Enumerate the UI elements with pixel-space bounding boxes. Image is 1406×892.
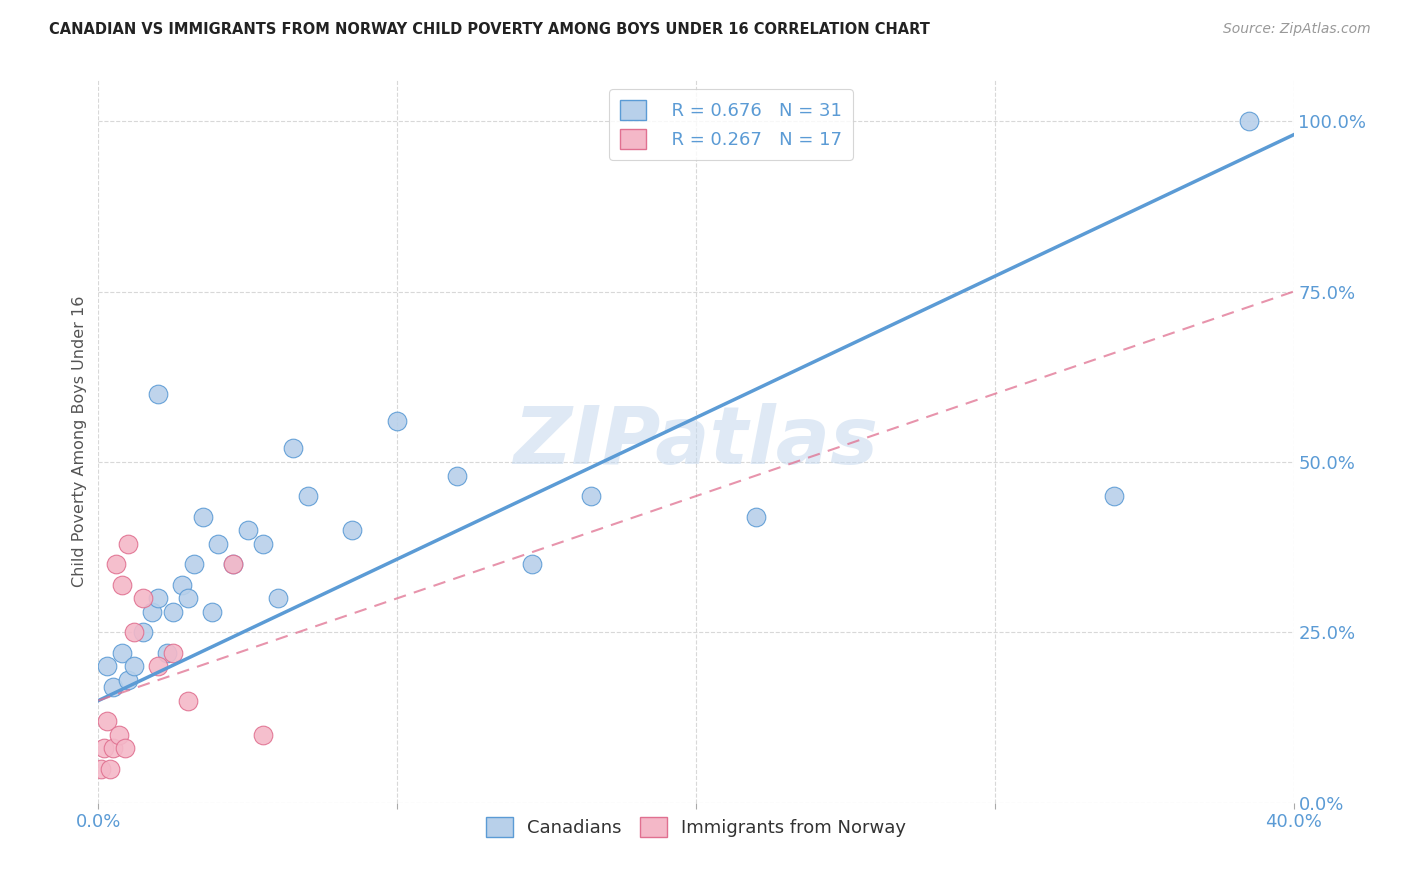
Point — [172, 577, 194, 591]
Point — [342, 523, 364, 537]
Text: Source: ZipAtlas.com: Source: ZipAtlas.com — [1223, 22, 1371, 37]
Point — [108, 728, 131, 742]
Point — [105, 558, 128, 572]
Point — [177, 693, 200, 707]
Point — [252, 537, 274, 551]
Y-axis label: Child Poverty Among Boys Under 16: Child Poverty Among Boys Under 16 — [72, 296, 87, 587]
Point — [96, 714, 118, 728]
Point — [103, 741, 125, 756]
Point — [98, 762, 122, 776]
Point — [117, 537, 139, 551]
Point — [252, 728, 274, 742]
Point — [103, 680, 125, 694]
Point — [1237, 114, 1260, 128]
Point — [148, 387, 170, 401]
Legend: Canadians, Immigrants from Norway: Canadians, Immigrants from Norway — [478, 810, 914, 845]
Point — [385, 414, 409, 428]
Point — [222, 558, 245, 572]
Point — [281, 442, 304, 456]
Point — [177, 591, 200, 606]
Point — [148, 591, 170, 606]
Point — [111, 577, 134, 591]
Point — [132, 591, 155, 606]
Point — [111, 646, 134, 660]
Point — [117, 673, 139, 687]
Point — [267, 591, 290, 606]
Point — [156, 646, 179, 660]
Point — [201, 605, 224, 619]
Point — [581, 489, 603, 503]
Point — [191, 509, 214, 524]
Point — [132, 625, 155, 640]
Text: ZIPatlas: ZIPatlas — [513, 402, 879, 481]
Point — [446, 468, 468, 483]
Point — [114, 741, 136, 756]
Point — [297, 489, 319, 503]
Point — [222, 558, 245, 572]
Point — [148, 659, 170, 673]
Text: CANADIAN VS IMMIGRANTS FROM NORWAY CHILD POVERTY AMONG BOYS UNDER 16 CORRELATION: CANADIAN VS IMMIGRANTS FROM NORWAY CHILD… — [49, 22, 931, 37]
Point — [236, 523, 259, 537]
Point — [162, 646, 184, 660]
Point — [207, 537, 229, 551]
Point — [1104, 489, 1126, 503]
Point — [93, 741, 115, 756]
Point — [96, 659, 118, 673]
Point — [183, 558, 205, 572]
Point — [162, 605, 184, 619]
Point — [745, 509, 768, 524]
Point — [124, 625, 146, 640]
Point — [90, 762, 112, 776]
Point — [520, 558, 543, 572]
Point — [124, 659, 146, 673]
Point — [141, 605, 163, 619]
